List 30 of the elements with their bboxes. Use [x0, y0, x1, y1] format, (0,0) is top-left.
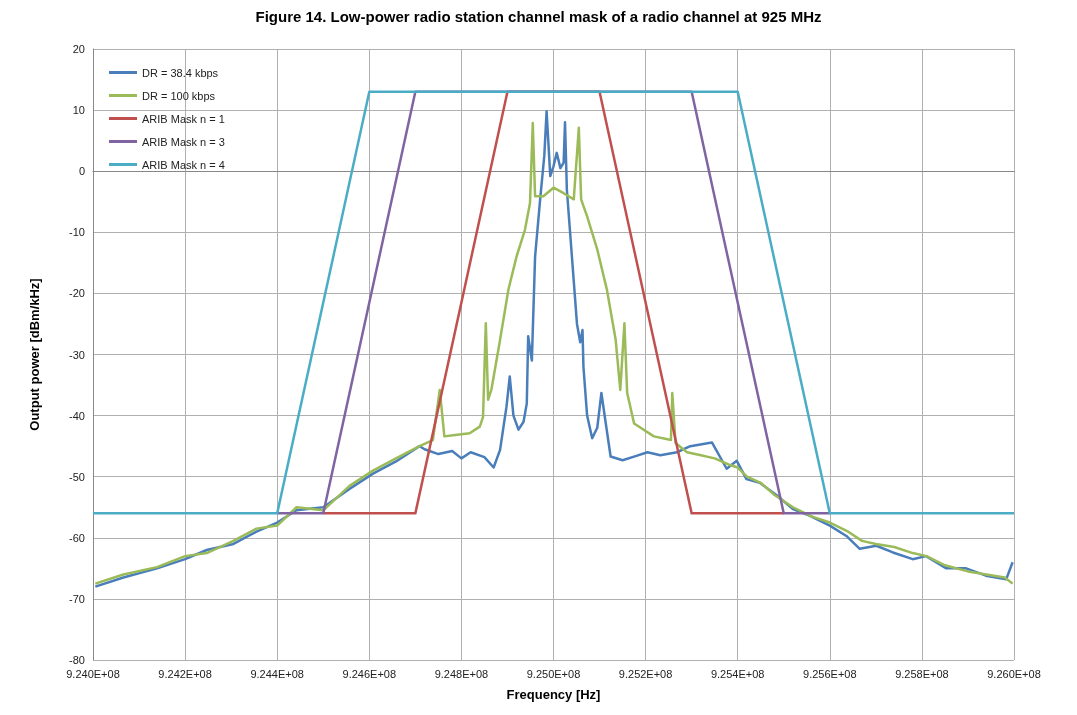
x-tick-label: 9.260E+08 — [987, 667, 1041, 680]
x-tick-label: 9.248E+08 — [434, 667, 489, 680]
x-tick-label: 9.242E+08 — [158, 667, 212, 680]
legend-label: ARIB Mask n = 3 — [142, 135, 225, 148]
y-tick-label: -80 — [69, 654, 85, 666]
y-tick-label: -20 — [69, 287, 85, 300]
x-tick-label: 9.256E+08 — [803, 667, 857, 680]
x-tick-label: 9.258E+08 — [895, 667, 949, 680]
y-tick-label: -30 — [69, 348, 85, 361]
x-tick-label: 9.244E+08 — [250, 667, 304, 680]
legend-label: DR = 38.4 kbps — [142, 66, 219, 79]
chart-title: Figure 14. Low-power radio station channel mask of a radio channel at 925 MHz — [255, 8, 822, 25]
x-axis-title: Frequency [Hz] — [506, 687, 601, 702]
legend-label: ARIB Mask n = 1 — [142, 112, 225, 125]
y-tick-label: 0 — [78, 165, 85, 178]
legend-label: DR = 100 kbps — [142, 89, 216, 102]
y-tick-label: 10 — [72, 104, 85, 117]
x-tick-label: 9.246E+08 — [342, 667, 397, 680]
y-axis-title: Output power [dBm/kHz] — [27, 278, 42, 431]
y-tick-label: -50 — [69, 470, 85, 483]
x-tick-label: 9.250E+08 — [526, 667, 581, 680]
x-tick-label: 9.240E+08 — [66, 667, 120, 680]
y-tick-label: -10 — [69, 226, 85, 239]
y-tick-label: -70 — [69, 592, 85, 605]
x-tick-label: 9.254E+08 — [710, 667, 765, 680]
legend-label: ARIB Mask n = 4 — [142, 158, 225, 171]
y-tick-label: 20 — [72, 43, 85, 55]
y-tick-label: -40 — [69, 409, 85, 422]
x-tick-label: 9.252E+08 — [618, 667, 673, 680]
y-tick-label: -60 — [69, 531, 85, 544]
